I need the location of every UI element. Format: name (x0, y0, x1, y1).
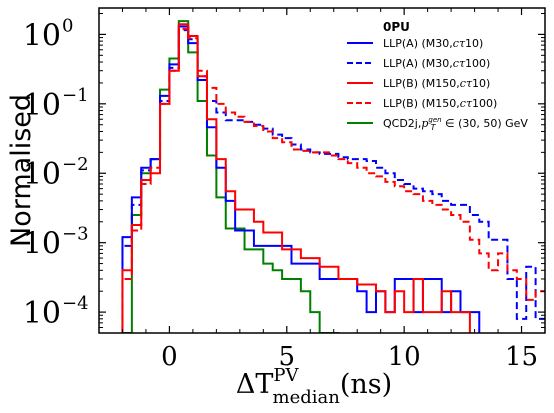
y-tick-exponent: −4 (62, 293, 89, 314)
legend-entry-4: LLP(B) (M150,cτ100) (383, 97, 497, 110)
x-axis-label-sup: PV (273, 365, 299, 386)
x-tick-label: 0 (161, 342, 178, 372)
x-tick-label: 15 (505, 342, 538, 372)
plot-area (121, 20, 545, 333)
series-line-1 (121, 25, 481, 333)
series-line-5 (121, 20, 340, 333)
y-tick-label: 10 (23, 88, 61, 123)
y-tick-exponent: −1 (62, 85, 89, 106)
x-axis-label-main: ΔT (236, 369, 274, 400)
y-tick-label: 10 (23, 296, 61, 331)
x-axis-label-sub: median (273, 387, 341, 408)
legend-entry-3: LLP(B) (M150,cτ10) (383, 77, 490, 90)
y-axis-label: Normalised (6, 94, 37, 247)
x-axis-label: ΔTPV median(ns) (236, 365, 392, 408)
legend-entry-2: LLP(A) (M30,cτ100) (383, 57, 490, 70)
y-tick-exponent: −2 (62, 154, 89, 175)
y-tick-exponent: 0 (62, 15, 73, 36)
plot-frame (98, 7, 546, 334)
y-tick-label: 10 (23, 227, 61, 262)
legend: 0PU LLP(A) (M30,cτ10) LLP(A) (M30,cτ100) L… (347, 20, 528, 132)
y-tick-label: 10 (23, 157, 61, 192)
legend-entry-5: QCD2j,pgen T ∈ (30, 50) GeV (383, 116, 528, 132)
x-tick-label: 5 (279, 342, 296, 372)
legend-title: 0PU (383, 20, 410, 34)
y-tick-exponent: −3 (62, 224, 89, 245)
y-tick-label: 10 (23, 18, 61, 53)
x-axis-label-unit: (ns) (340, 369, 392, 400)
series-line-3 (121, 23, 471, 333)
x-tick-label: 10 (388, 342, 421, 372)
series-line-4 (121, 27, 545, 333)
legend-entry-1: LLP(A) (M30,cτ10) (383, 37, 483, 50)
